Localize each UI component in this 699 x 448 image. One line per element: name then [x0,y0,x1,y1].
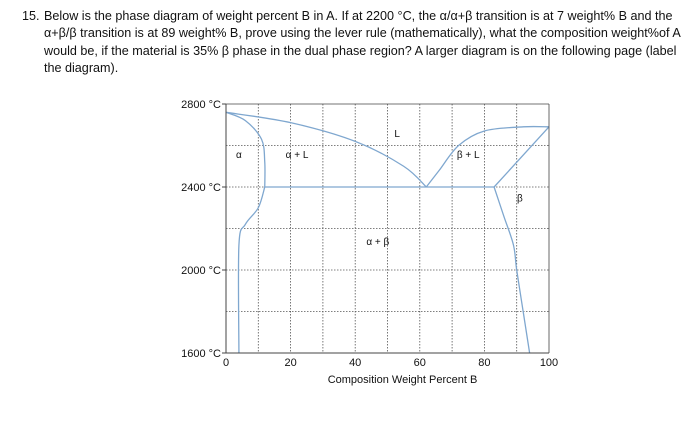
curve-alpha-liquidus [225,111,427,188]
curve-beta-solvus [493,186,531,354]
x-tick-label: 100 [540,357,558,369]
y-tick-label: 2800 °C [181,99,221,111]
region-label: L [394,129,400,140]
x-tick-label: 60 [414,357,426,369]
x-tick-label: 40 [349,357,361,369]
y-tick-label: 2000 °C [181,265,221,277]
x-tick-label: 20 [284,357,296,369]
phase-boundaries [225,111,550,354]
region-label: α + L [286,150,309,161]
y-tick-label: 1600 °C [181,348,221,360]
curve-alpha-solidus [225,111,266,188]
labels: α α + L Lβ + L β α + β [236,129,523,248]
curve-alpha-solvus [237,186,266,354]
curve-beta-liquidus [425,125,550,188]
x-axis-label: Composition Weight Percent B [328,374,478,386]
region-label: β + L [457,150,480,161]
axes: 2800 °C 2400 °C 2000 °C 1600 °C0 20 40 60 80 100 [181,99,558,369]
question-number: 15. [22,9,40,23]
region-label: α + β [366,237,389,248]
region-label: α [236,150,242,161]
question-text: Below is the phase diagram of weight per… [44,9,681,76]
x-tick-label: 80 [478,357,490,369]
y-tick-label: 2400 °C [181,182,221,194]
curve-beta-solidus [493,126,550,188]
grid [226,104,549,353]
x-tick-label: 0 [223,357,229,369]
region-label: β [517,194,523,205]
question-block: 15. Below is the phase diagram of weight… [22,8,682,78]
